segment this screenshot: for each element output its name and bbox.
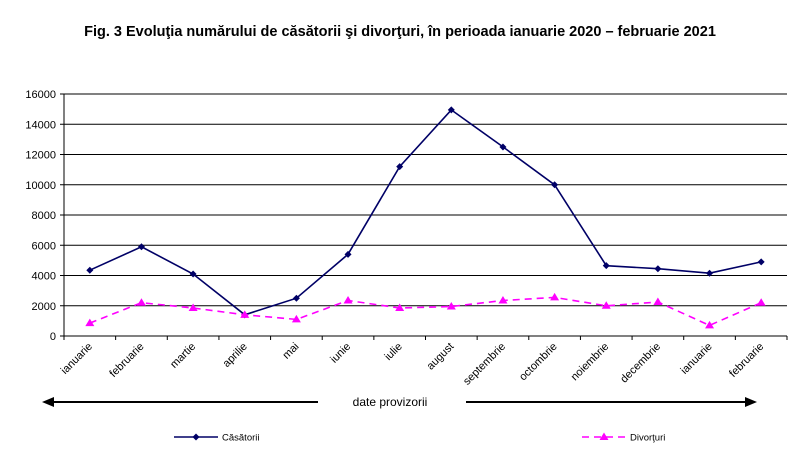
x-tick-label: ianuarie [678, 341, 714, 377]
legend-marker-divorturi [599, 432, 609, 440]
series-line-casatorii [89, 108, 762, 316]
x-tick-label: aprilie [221, 341, 250, 370]
y-tick-label: 2000 [32, 301, 56, 313]
label-layer: 0 2000 4000 6000 8000 10000 12000 14000 16000 ian… [25, 89, 766, 388]
data-point [396, 163, 404, 171]
data-point [447, 106, 455, 114]
y-tick-label: 6000 [32, 240, 56, 252]
data-point [137, 243, 145, 251]
arrowhead-right [745, 397, 757, 407]
data-point [756, 298, 766, 306]
data-point [343, 295, 353, 304]
data-point [602, 262, 610, 270]
legend-label-casatorii: Căsătorii [222, 433, 260, 444]
y-tick-label: 8000 [32, 210, 56, 222]
arrowhead-left [42, 397, 54, 407]
grid-layer [64, 93, 787, 337]
data-point [188, 303, 198, 312]
x-tick-label: decembrie [618, 341, 663, 386]
y-tick-label: 0 [50, 331, 56, 343]
data-point [344, 250, 352, 258]
chart-title: Fig. 3 Evoluţia numărului de căsătorii ş… [84, 24, 716, 40]
series-layer [85, 106, 766, 329]
y-tick-label: 4000 [32, 271, 56, 283]
data-point [705, 320, 715, 329]
data-point [654, 265, 662, 273]
y-tick-label: 10000 [25, 180, 56, 192]
data-point [706, 269, 714, 277]
data-point [85, 318, 95, 327]
data-point [550, 292, 560, 301]
y-tick-label: 14000 [25, 119, 56, 131]
data-point [189, 270, 197, 278]
legend-label-divorturi: Divorţuri [630, 433, 665, 444]
x-tick-label: august [425, 341, 457, 373]
data-point [551, 181, 559, 189]
data-point [136, 298, 146, 306]
data-point [292, 294, 300, 302]
data-point [757, 258, 765, 266]
legend-layer: Căsătorii Divorţuri [174, 432, 665, 444]
x-tick-label: noiembrie [569, 341, 612, 384]
x-tick-label: iulie [382, 341, 404, 363]
legend-marker-casatorii [192, 433, 200, 441]
x-tick-label: octombrie [517, 341, 560, 384]
data-point [601, 301, 611, 309]
axis-layer [60, 93, 788, 340]
data-point [395, 303, 405, 312]
data-point [446, 302, 456, 310]
x-tick-label: februarie [107, 341, 146, 380]
y-tick-label: 12000 [25, 150, 56, 162]
x-tick-label: iunie [328, 341, 353, 366]
data-point [653, 297, 663, 305]
y-tick-label: 16000 [25, 89, 56, 101]
annotation-text: date provizorii [353, 395, 428, 409]
data-point [86, 266, 94, 274]
x-tick-label: septembrie [461, 341, 508, 388]
series-line-divorturi [89, 296, 762, 327]
data-point [291, 314, 301, 323]
data-point [499, 143, 507, 151]
x-tick-label: mai [280, 341, 301, 362]
x-tick-label: martie [168, 341, 198, 371]
data-point [498, 295, 508, 304]
data-point [240, 310, 250, 318]
x-tick-label: ianuarie [59, 341, 95, 377]
annotation-layer: date provizorii [42, 395, 757, 409]
x-tick-label: februarie [727, 341, 766, 380]
